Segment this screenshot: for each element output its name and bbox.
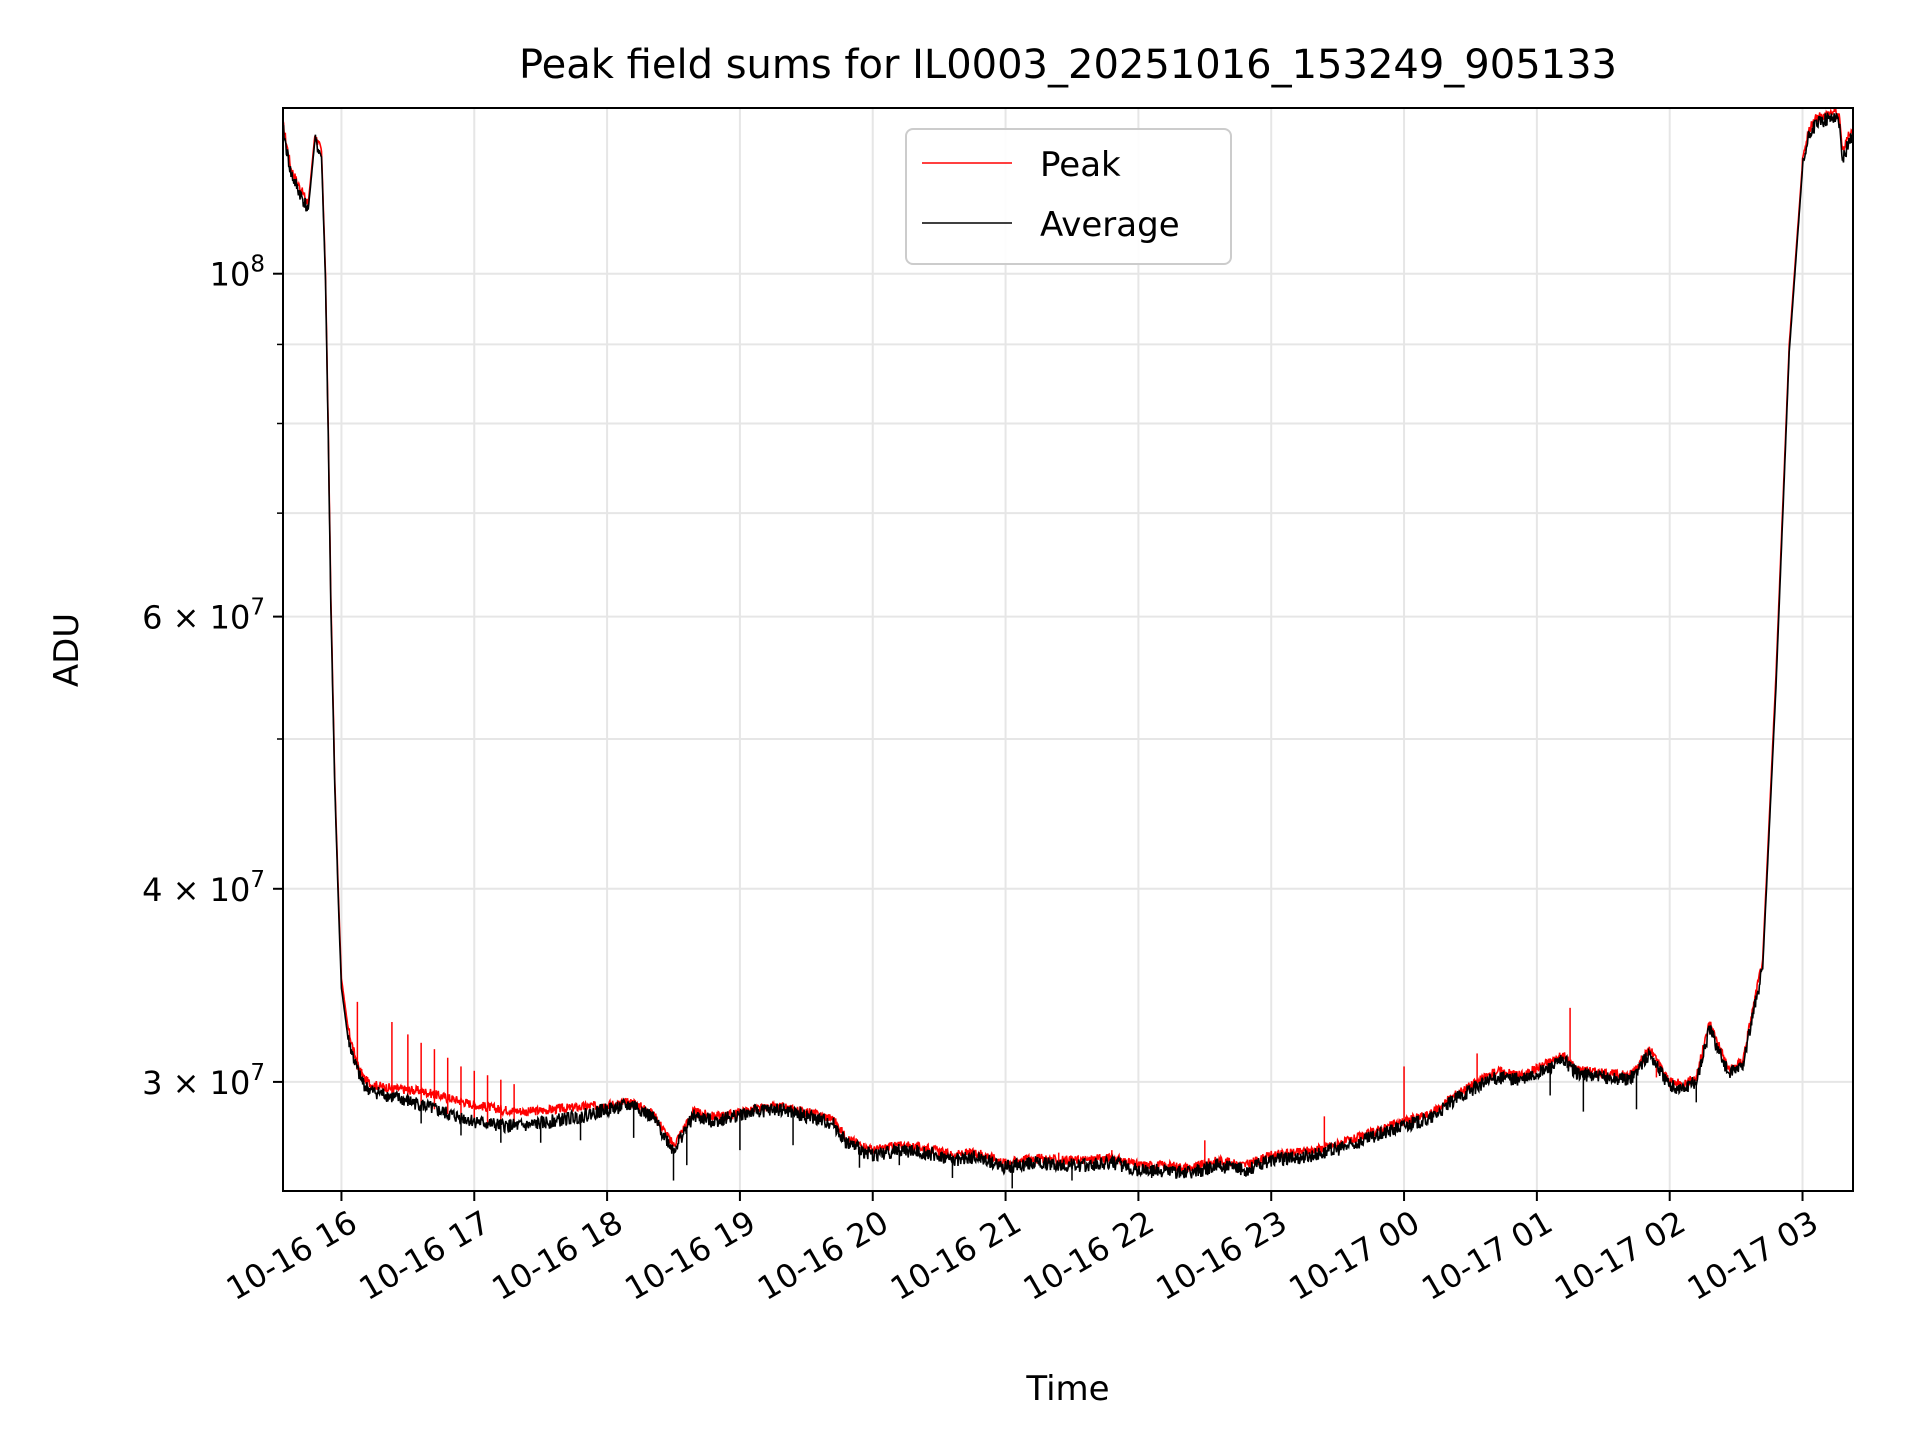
legend-average-label: Average	[1040, 205, 1180, 245]
chart-title: Peak field sums for IL0003_20251016_1532…	[519, 42, 1617, 88]
grid	[283, 108, 1853, 1191]
y-axis-label: ADU	[47, 613, 87, 687]
y-tick-label: 3 × 107	[142, 1060, 265, 1102]
series-group	[283, 108, 1853, 1189]
y-tick-label: 108	[210, 252, 265, 294]
x-axis-label: Time	[1025, 1369, 1109, 1409]
series-line-average	[283, 112, 1853, 1179]
legend-peak-label: Peak	[1040, 145, 1121, 185]
y-tick-label: 6 × 107	[142, 595, 265, 637]
plot-frame	[282, 107, 1854, 1192]
y-tick-label: 4 × 107	[142, 867, 265, 909]
legend: Peak Average	[905, 128, 1232, 265]
